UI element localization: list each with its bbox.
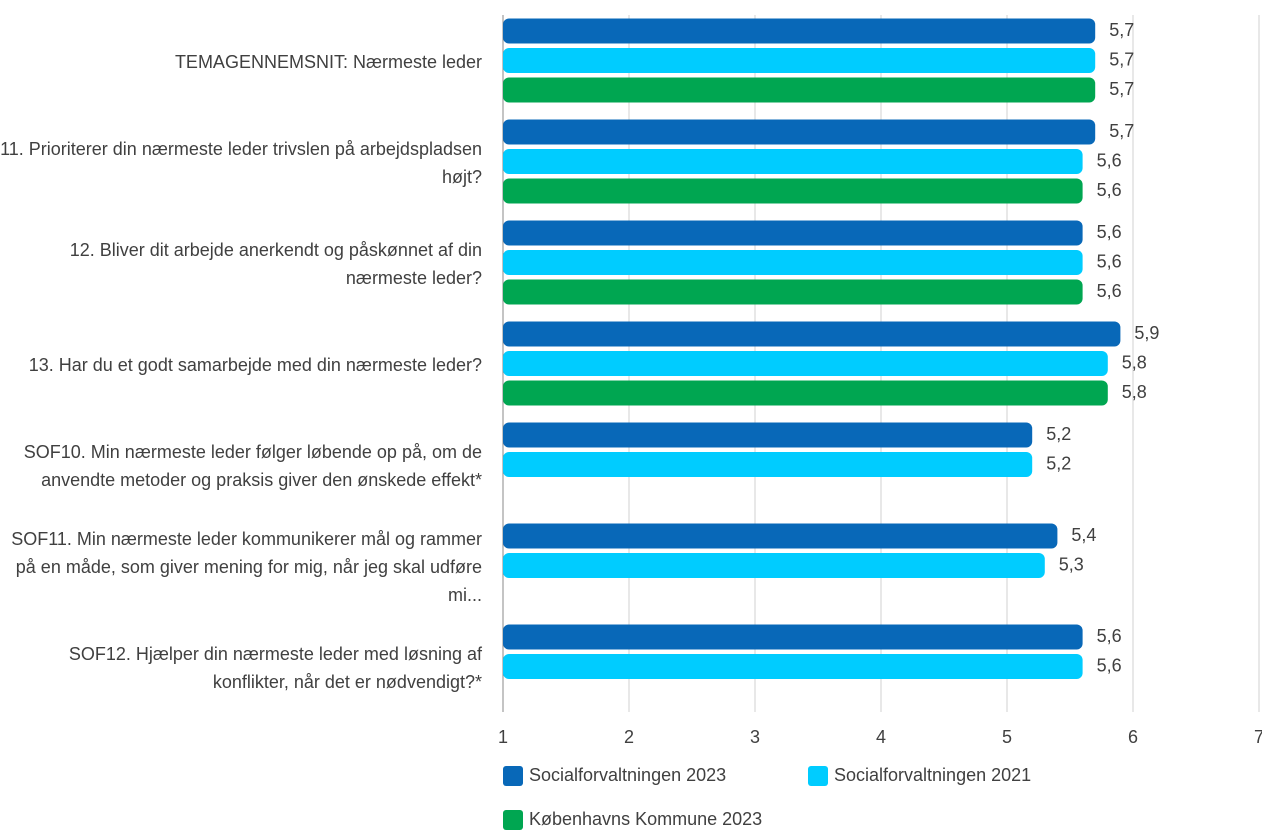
legend-label: Socialforvaltningen 2021 [834,765,1032,785]
x-tick-label: 4 [876,727,886,747]
value-label: 5,6 [1097,626,1122,646]
category-label: 11. Prioriterer din nærmeste leder trivs… [0,139,482,187]
value-label: 5,6 [1097,150,1122,170]
value-label: 5,6 [1097,180,1122,200]
value-label: 5,2 [1046,424,1071,444]
value-label: 5,8 [1122,352,1147,372]
bar [503,422,1033,448]
x-tick-label: 2 [624,727,634,747]
bar [503,654,1083,679]
value-label: 5,9 [1134,323,1159,343]
value-label: 5,7 [1109,79,1134,99]
legend-label: Københavns Kommune 2023 [529,809,763,829]
value-label: 5,6 [1097,222,1122,242]
legend-item: Socialforvaltningen 2021 [808,765,1031,786]
legend-swatch [503,809,523,830]
bar [503,48,1096,73]
x-tick-label: 7 [1254,727,1262,747]
value-label: 5,8 [1122,382,1147,402]
bar [503,351,1108,376]
bar [503,220,1083,246]
x-tick-label: 3 [750,727,760,747]
category-label: 12. Bliver dit arbejde anerkendt og påsk… [69,240,482,288]
bar [503,77,1096,103]
category-label: SOF10. Min nærmeste leder følger løbende… [23,442,482,490]
x-tick-label: 1 [498,727,508,747]
bar [503,321,1121,347]
bar [503,149,1083,174]
bar [503,553,1045,578]
x-tick-label: 5 [1002,727,1012,747]
bar [503,250,1083,275]
bar [503,279,1083,305]
value-label: 5,3 [1059,554,1084,574]
category-label: SOF11. Min nærmeste leder kommunikerer m… [11,529,482,605]
legend-label: Socialforvaltningen 2023 [529,765,727,785]
value-label: 5,6 [1097,251,1122,271]
legend-item: Socialforvaltningen 2023 [503,765,726,786]
legend-swatch [808,765,828,786]
bar [503,178,1083,204]
category-label: 13. Har du et godt samarbejde med din næ… [28,355,482,375]
category-label: TEMAGENNEMSNIT: Nærmeste leder [174,52,482,72]
legend-item: Københavns Kommune 2023 [503,809,762,830]
value-label: 5,7 [1109,121,1134,141]
legend-swatch [503,765,523,786]
value-label: 5,6 [1097,655,1122,675]
value-label: 5,7 [1109,49,1134,69]
x-tick-label: 6 [1128,727,1138,747]
value-label: 5,4 [1071,525,1096,545]
bar [503,18,1096,44]
value-label: 5,6 [1097,281,1122,301]
bar [503,452,1033,477]
bar [503,380,1108,406]
value-label: 5,2 [1046,453,1071,473]
category-label: SOF12. Hjælper din nærmeste leder med lø… [68,644,482,692]
bar [503,624,1083,650]
value-label: 5,7 [1109,20,1134,40]
bar [503,523,1058,549]
bar [503,119,1096,145]
